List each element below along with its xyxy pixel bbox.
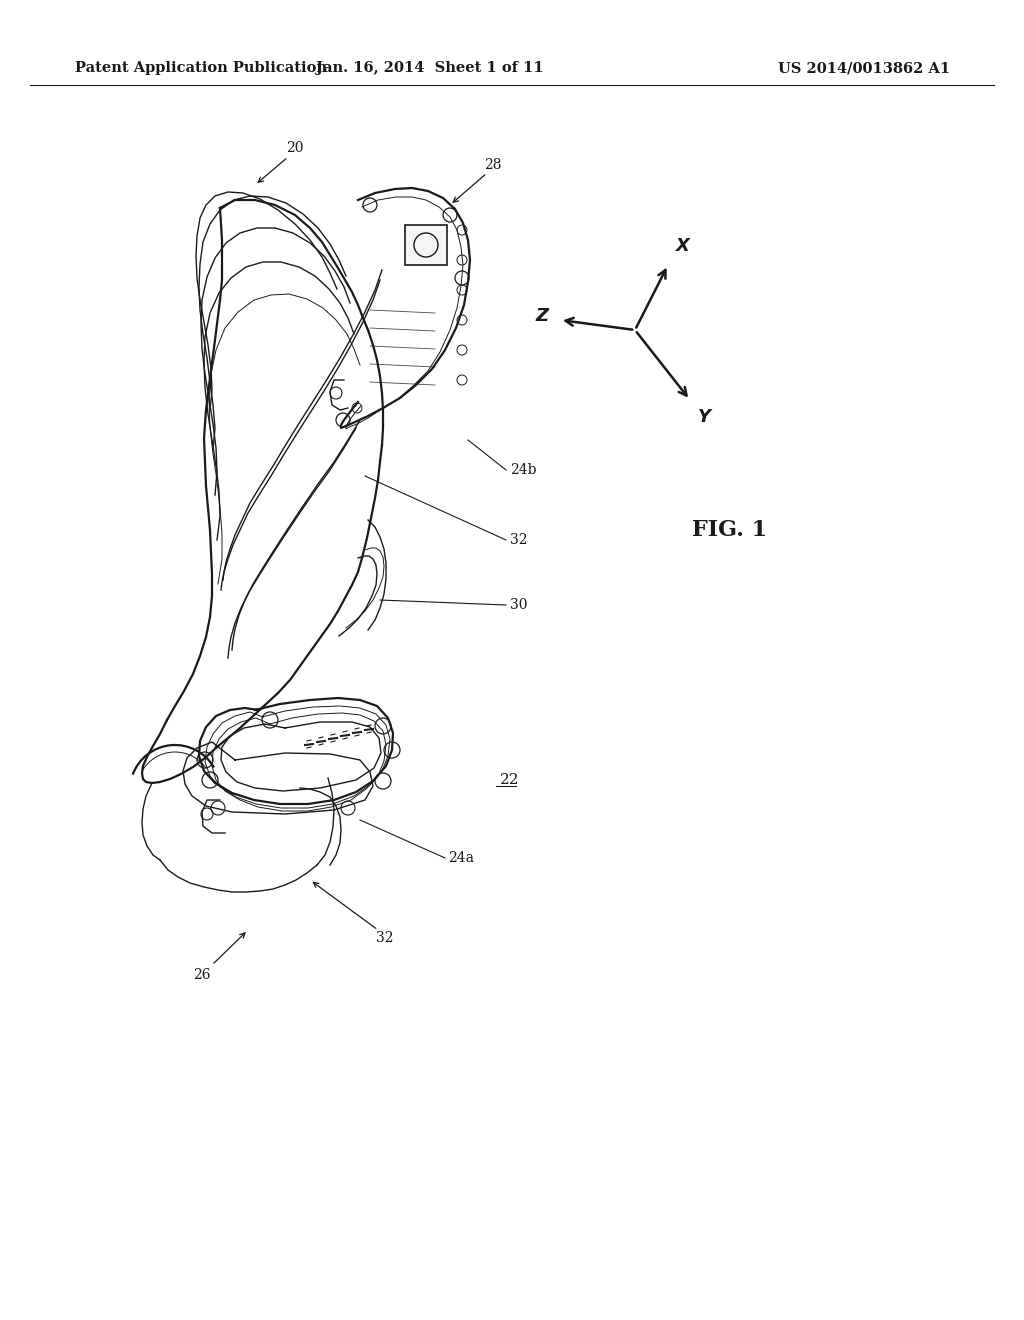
Text: US 2014/0013862 A1: US 2014/0013862 A1: [778, 61, 950, 75]
Text: X: X: [676, 238, 690, 255]
Text: 22: 22: [500, 774, 519, 787]
Text: 32: 32: [510, 533, 527, 546]
Text: FIG. 1: FIG. 1: [692, 519, 768, 541]
Bar: [406, 224, 447, 265]
Text: 26: 26: [194, 968, 211, 982]
Text: Z: Z: [535, 308, 548, 325]
Text: 32: 32: [376, 931, 394, 945]
Text: 24b: 24b: [510, 463, 537, 477]
Text: 28: 28: [484, 158, 502, 172]
Text: 20: 20: [287, 141, 304, 154]
Text: 30: 30: [510, 598, 527, 612]
Text: Patent Application Publication: Patent Application Publication: [75, 61, 327, 75]
Text: 24a: 24a: [449, 851, 474, 865]
Text: Y: Y: [698, 408, 711, 426]
Text: Jan. 16, 2014  Sheet 1 of 11: Jan. 16, 2014 Sheet 1 of 11: [316, 61, 544, 75]
